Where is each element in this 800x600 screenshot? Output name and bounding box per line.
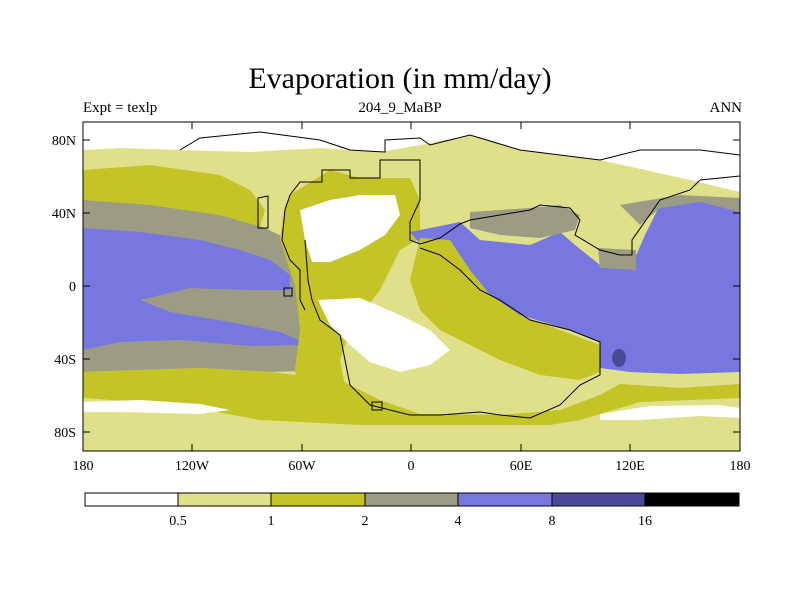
colorbar-label: 1 — [268, 514, 275, 529]
colorbar-swatch — [457, 492, 553, 507]
coastline-outline — [281, 159, 740, 419]
colorbar-swatch — [177, 492, 272, 507]
arctic-low-region — [83, 122, 740, 192]
colorbar-swatch — [644, 492, 740, 507]
x-label: 180 — [730, 459, 751, 474]
south-america-white — [318, 298, 450, 372]
y-label: 40N — [52, 207, 76, 222]
colorbar: 0.5 1 2 4 8 16 — [84, 492, 740, 529]
y-label: 80N — [52, 134, 76, 149]
southeast-white-strip — [600, 405, 740, 420]
x-label: 60W — [288, 459, 316, 474]
west-ocean-blue — [83, 228, 310, 350]
south-white-strip — [83, 400, 230, 414]
x-label: 120E — [615, 459, 645, 474]
colorbar-swatch — [551, 492, 646, 507]
colorbar-label: 16 — [638, 514, 652, 529]
map-field — [83, 122, 740, 451]
colorbar-label: 2 — [362, 514, 369, 529]
colorbar-label: 4 — [455, 514, 462, 529]
chart-title: Evaporation (in mm/day) — [248, 62, 552, 95]
latitude-axis: 80N 40N 0 40S 80S — [52, 134, 740, 441]
south-olive-band — [83, 368, 740, 430]
x-label: 60E — [510, 459, 533, 474]
evaporation-maximum — [612, 349, 626, 367]
longitude-axis: 180 120W 60W 0 60E 120E 180 — [73, 122, 751, 474]
x-label: 120W — [175, 459, 210, 474]
y-label: 80S — [54, 426, 76, 441]
experiment-label: Expt = texlp — [83, 100, 158, 116]
northern-landmass-outline — [179, 131, 740, 161]
x-label: 180 — [73, 459, 94, 474]
north-olive-band — [83, 165, 265, 228]
colorbar-swatch — [270, 492, 366, 507]
south-pole-strip — [83, 425, 740, 451]
season-label: ANN — [709, 100, 743, 116]
colorbar-label: 0.5 — [169, 514, 187, 529]
colorbar-swatch — [84, 492, 179, 507]
east-continent-olive — [410, 238, 600, 380]
x-label: 0 — [408, 459, 415, 474]
east-ocean-gray-north — [620, 195, 740, 225]
y-label: 0 — [69, 280, 76, 295]
island-outline — [257, 195, 383, 411]
colorbar-label: 8 — [549, 514, 556, 529]
east-gray-coast — [598, 248, 636, 270]
east-ocean-blue — [410, 200, 740, 374]
y-label: 40S — [54, 353, 76, 368]
east-ocean-gray — [470, 205, 580, 238]
colorbar-swatch — [364, 492, 459, 507]
time-label: 204_9_MaBP — [358, 100, 442, 116]
north-america-white — [300, 195, 400, 262]
